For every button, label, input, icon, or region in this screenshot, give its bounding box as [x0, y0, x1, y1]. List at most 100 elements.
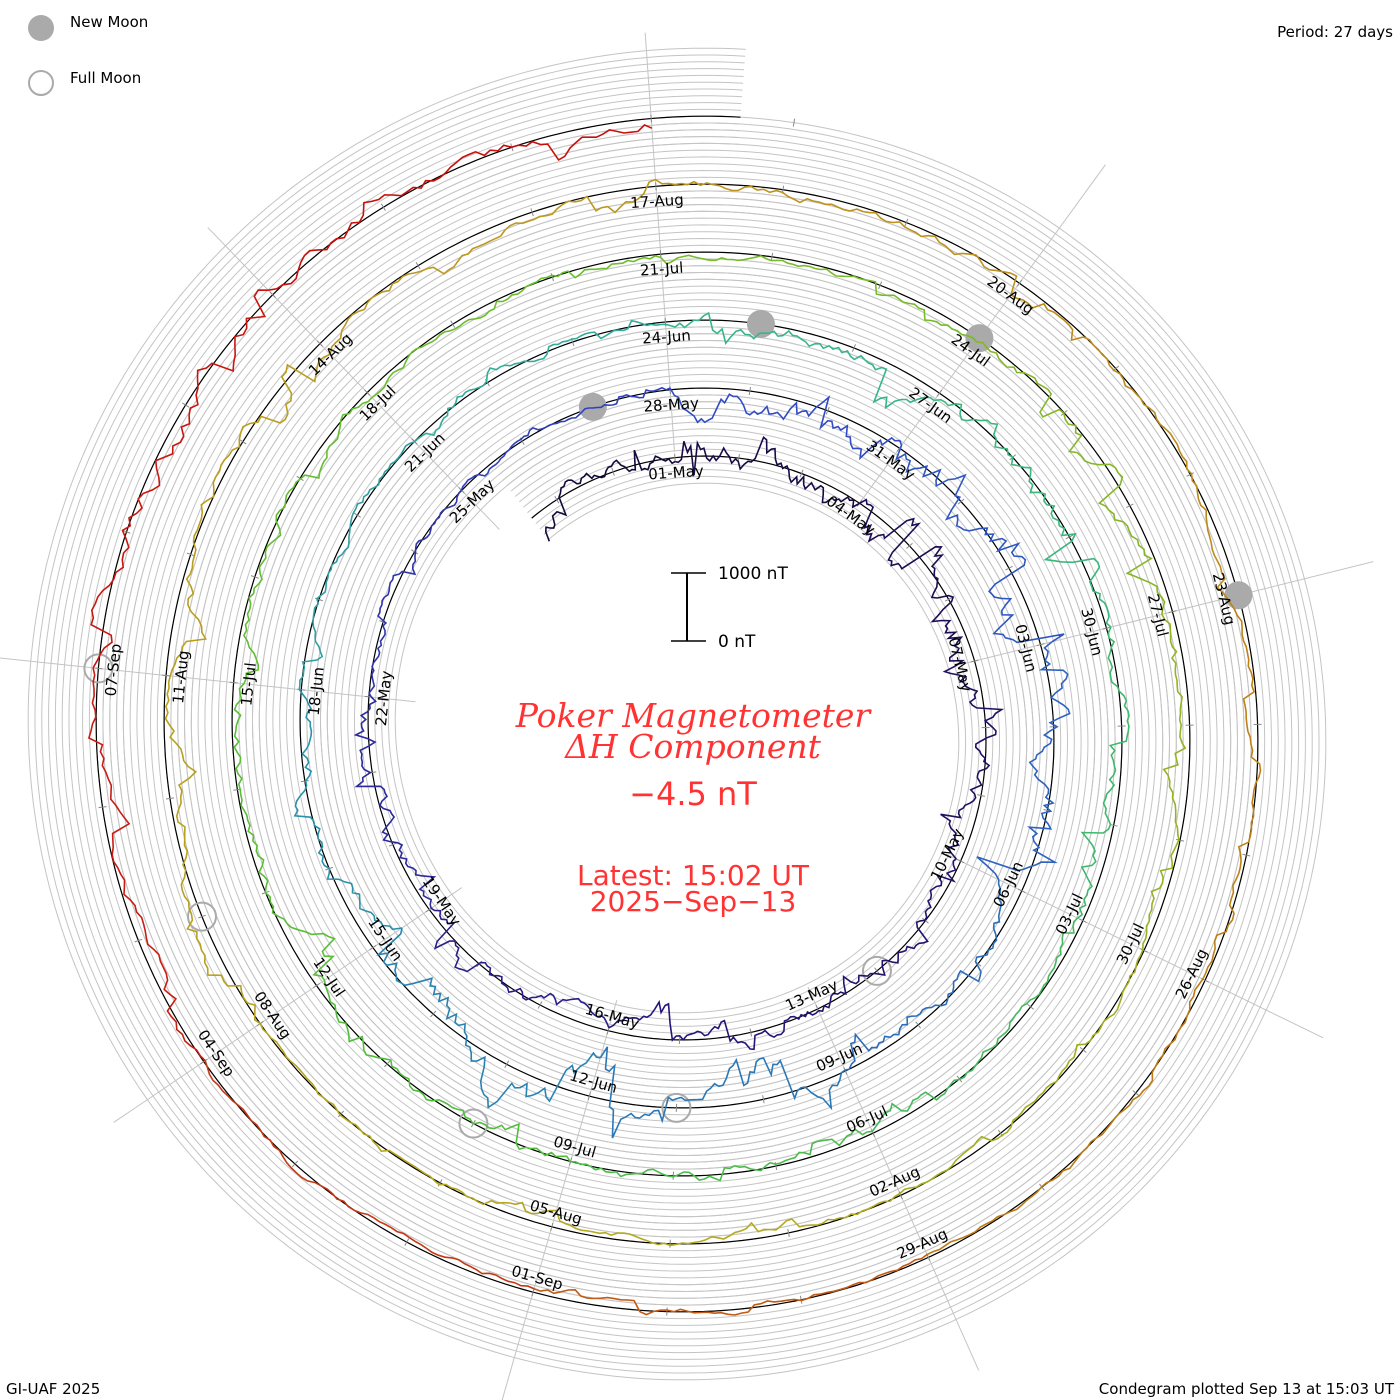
- day-tick: [606, 1026, 610, 1035]
- trace-segment: [1202, 597, 1262, 980]
- period-label: Period: 27 days: [1277, 23, 1393, 41]
- day-tick: [384, 1060, 391, 1068]
- day-tick: [650, 114, 652, 123]
- date-label: 07-May: [945, 636, 976, 694]
- day-tick: [957, 498, 965, 505]
- date-label: 24-Jun: [641, 326, 691, 347]
- day-tick: [415, 261, 421, 270]
- day-tick: [450, 320, 456, 328]
- day-tick: [976, 794, 986, 797]
- trace-segment: [169, 353, 331, 677]
- day-tick: [1132, 1090, 1140, 1096]
- trace-segment: [242, 396, 373, 685]
- day-tick: [655, 182, 657, 191]
- day-tick: [353, 512, 361, 518]
- full-moon-marker: [458, 1108, 489, 1139]
- day-tick: [550, 1222, 554, 1231]
- day-tick: [1016, 279, 1023, 287]
- day-tick: [364, 389, 371, 396]
- day-tick: [200, 1059, 208, 1065]
- day-tick: [1186, 472, 1195, 477]
- grid-spiral: [48, 68, 1306, 1360]
- trace-segment: [353, 696, 437, 909]
- day-tick: [1005, 565, 1013, 571]
- day-tick: [297, 688, 306, 691]
- day-tick: [388, 842, 397, 847]
- day-tick: [161, 674, 171, 677]
- day-tick: [674, 453, 676, 462]
- data-traces: [87, 123, 1262, 1316]
- trace-segment: [599, 1046, 846, 1139]
- full-moon-marker: [83, 653, 114, 684]
- radial-spoke: [0, 657, 416, 703]
- day-tick: [915, 1021, 922, 1029]
- trace-segment: [669, 387, 903, 461]
- day-tick: [906, 542, 913, 549]
- day-tick: [312, 982, 321, 989]
- full-moon-legend-icon: [28, 70, 54, 96]
- trace-segment: [268, 123, 653, 291]
- trace-segment: [555, 1192, 901, 1247]
- day-tick: [554, 495, 560, 504]
- day-tick: [122, 530, 131, 534]
- day-tick: [825, 406, 830, 415]
- full-moon-marker: [661, 1092, 692, 1123]
- new-moon-marker: [578, 392, 607, 421]
- day-tick: [970, 659, 979, 663]
- trace-segment: [818, 858, 957, 1012]
- trace-segment: [329, 178, 656, 355]
- day-tick: [799, 469, 804, 478]
- day-tick: [410, 549, 419, 555]
- day-tick: [749, 1028, 753, 1037]
- day-tick: [250, 575, 259, 579]
- day-tick: [851, 344, 856, 352]
- trace-segment: [844, 879, 1003, 1071]
- day-tick: [98, 806, 107, 809]
- trace-segment: [899, 949, 1144, 1195]
- date-label: 22-May: [372, 670, 396, 727]
- day-tick: [134, 938, 143, 943]
- day-tick: [504, 1060, 510, 1069]
- grid-spiral: [41, 61, 1313, 1367]
- day-tick: [843, 1067, 848, 1075]
- grid-spiral: [75, 95, 1279, 1333]
- full-moon-legend-label: Full Moon: [70, 69, 142, 87]
- date-label: 21-Jul: [639, 259, 684, 280]
- grid-spiral: [61, 81, 1293, 1347]
- radial-spoke: [501, 1000, 618, 1400]
- trace-segment: [934, 398, 1112, 628]
- trace-segment: [233, 683, 336, 981]
- grid-spiral: [54, 74, 1300, 1354]
- scale-bottom-label: 0 nT: [718, 632, 756, 652]
- trace-segment: [460, 386, 671, 491]
- trace-segment: [376, 927, 601, 1109]
- day-tick: [1126, 503, 1134, 509]
- trace-segment: [323, 980, 572, 1163]
- new-moon-marker: [746, 309, 775, 338]
- day-tick: [611, 467, 615, 476]
- day-tick: [762, 1095, 765, 1104]
- trace-segment: [675, 435, 860, 509]
- chart-subtitle: ΔH Component: [563, 727, 822, 766]
- date-label: 08-Aug: [250, 988, 295, 1042]
- day-tick: [1176, 838, 1185, 842]
- day-tick: [792, 118, 796, 127]
- current-value: −4.5 nT: [629, 775, 757, 813]
- trace-segment: [894, 444, 1065, 644]
- full-moon-marker: [186, 901, 217, 932]
- date-label: 11-Aug: [169, 650, 192, 705]
- day-tick: [269, 291, 276, 298]
- trace-segment: [570, 1127, 873, 1182]
- day-tick: [198, 914, 206, 919]
- date-label: 16-May: [583, 1000, 641, 1033]
- trace-segment: [1010, 294, 1228, 599]
- scale-top-label: 1000 nT: [718, 564, 788, 584]
- date-label: 20-Aug: [984, 272, 1038, 318]
- day-tick: [94, 667, 103, 670]
- day-tick: [1065, 534, 1074, 540]
- trace-segment: [544, 449, 676, 542]
- latest-time: Latest: 15:02 UT: [577, 859, 810, 892]
- trace-segment: [1077, 626, 1130, 919]
- day-tick: [904, 218, 909, 227]
- trace-segment: [371, 255, 662, 399]
